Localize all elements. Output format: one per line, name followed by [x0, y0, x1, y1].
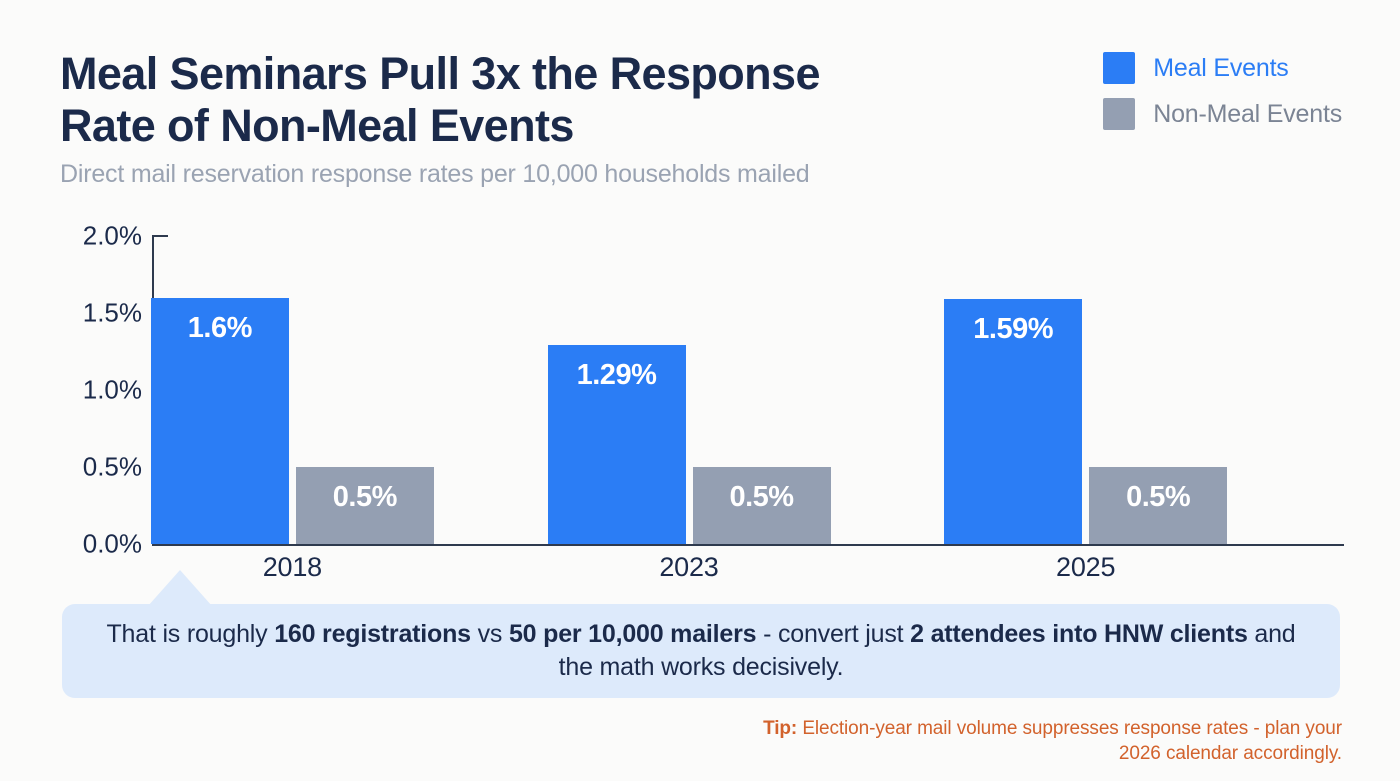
y-axis-tick-label: 0.0% [82, 528, 142, 559]
bar-non-meal-2018[interactable]: 0.5% [295, 467, 434, 544]
y-axis-tick-label: 2.0% [82, 220, 142, 251]
bar-non-meal-2023[interactable]: 0.5% [692, 467, 831, 544]
legend-item-meal-events[interactable]: Meal Events [1103, 52, 1289, 84]
chart-legend: Meal Events Non-Meal Events [1103, 52, 1342, 130]
page-subtitle: Direct mail reservation response rates p… [60, 160, 810, 188]
legend-item-non-meal-events[interactable]: Non-Meal Events [1103, 98, 1342, 130]
legend-label-non-meal-events: Non-Meal Events [1153, 99, 1342, 128]
page-title: Meal Seminars Pull 3x the Response Rate … [60, 48, 821, 151]
bar-value-label: 1.6% [187, 311, 253, 344]
x-axis-tick-label-2023: 2023 [659, 552, 719, 582]
legend-label-meal-events: Meal Events [1153, 53, 1289, 82]
tip-text: Election-year mail volume suppresses res… [797, 718, 1342, 764]
x-axis-line [152, 544, 1344, 546]
bar-value-label: 0.5% [1126, 481, 1191, 513]
callout-text: That is roughly 160 registrations vs 50 … [62, 618, 1340, 684]
y-axis-tick-mark [152, 466, 168, 468]
x-axis-tick-label-2025: 2025 [1056, 552, 1116, 582]
y-axis-tick-label: 0.5% [82, 451, 142, 482]
callout-pointer [148, 570, 212, 606]
tip-note: Tip: Election-year mail volume suppresse… [722, 716, 1342, 766]
callout-box: That is roughly 160 registrations vs 50 … [62, 604, 1340, 698]
callout-emphasis: 2 attendees into HNW clients [910, 620, 1248, 648]
y-axis-tick-label: 1.5% [82, 297, 142, 328]
bar-value-label: 0.5% [729, 481, 794, 513]
callout-plain: vs [470, 620, 509, 648]
y-axis-tick-label: 1.0% [82, 374, 142, 405]
callout-plain: - convert just [756, 620, 911, 648]
bar-value-label: 1.59% [973, 313, 1054, 346]
callout-emphasis: 160 registrations [274, 620, 471, 648]
bar-non-meal-2025[interactable]: 0.5% [1089, 467, 1228, 544]
callout-plain: That is roughly [106, 620, 275, 648]
y-axis-tick-mark [152, 235, 168, 237]
bar-meal-2025[interactable]: 1.59% [944, 299, 1083, 544]
bar-meal-2023[interactable]: 1.29% [547, 345, 686, 544]
legend-swatch-non-meal-events [1103, 98, 1136, 130]
tip-prefix: Tip: [763, 718, 798, 739]
y-axis-tick-mark [152, 389, 168, 391]
bar-value-label: 1.29% [576, 359, 657, 392]
bar-meal-2018[interactable]: 1.6% [150, 297, 289, 544]
y-axis-tick-mark [152, 312, 168, 314]
legend-swatch-meal-events [1103, 52, 1136, 84]
bar-value-label: 0.5% [332, 481, 398, 513]
y-axis-line [152, 236, 154, 546]
callout-emphasis: 50 per 10,000 mailers [508, 620, 757, 648]
callout-plain: and the math works decisively. [558, 620, 1296, 681]
